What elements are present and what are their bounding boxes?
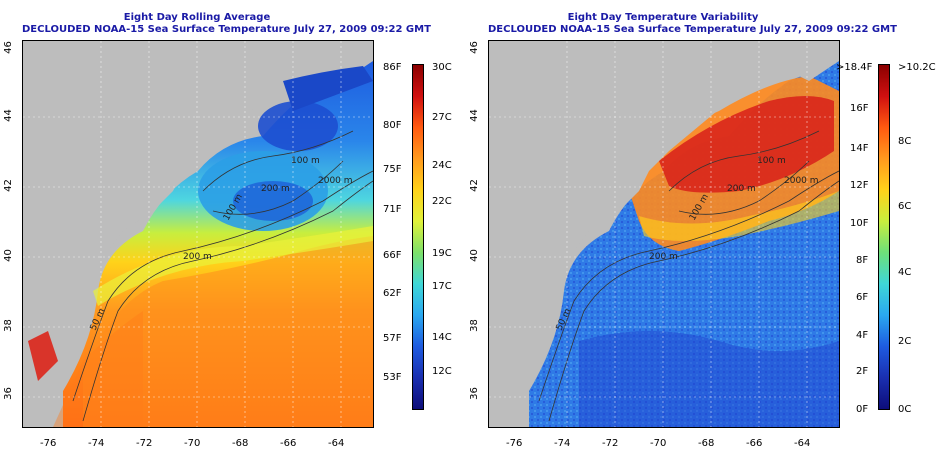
right-x-tick: -72	[602, 438, 619, 449]
right-title-line1: Eight Day Temperature Variability	[567, 12, 759, 23]
left-cb-f: 53F	[383, 372, 402, 383]
left-x-tick: -72	[136, 438, 153, 449]
right-cb-f: 10F	[850, 218, 869, 229]
left-contour-label: 200 m	[183, 252, 212, 262]
right-cb-c: 6C	[898, 201, 912, 212]
left-x-tick: -66	[280, 438, 297, 449]
left-contour-label: 100 m	[291, 156, 320, 166]
left-title-line1: Eight Day Rolling Average	[123, 12, 271, 23]
left-cb-c: 12C	[432, 366, 452, 377]
left-contour-label: 200 m	[261, 184, 290, 194]
right-cb-f: 2F	[856, 366, 869, 377]
left-cb-f: 66F	[383, 250, 402, 261]
left-map: 100 m 200 m 2000 m 200 m 50 m 100 m	[22, 40, 374, 428]
left-x-tick: -64	[328, 438, 345, 449]
left-cb-c: 14C	[432, 332, 452, 343]
right-cb-f: 0F	[856, 404, 869, 415]
left-colorbar	[412, 64, 424, 410]
right-cb-f: 16F	[850, 103, 869, 114]
left-cb-f: 71F	[383, 204, 402, 215]
right-x-tick: -76	[506, 438, 523, 449]
left-cb-c: 30C	[432, 62, 452, 73]
right-contour-label: 200 m	[727, 184, 756, 194]
right-cb-f: 8F	[856, 255, 869, 266]
right-y-tick: 42	[468, 179, 480, 192]
left-cb-f: 62F	[383, 288, 402, 299]
right-title-line2: DECLOUDED NOAA-15 Sea Surface Temperatur…	[488, 24, 897, 35]
right-variability-map: 100 m 200 m 2000 m 200 m 50 m 100 m	[489, 41, 839, 427]
right-cb-c: 2C	[898, 336, 912, 347]
left-sst-map: 100 m 200 m 2000 m 200 m 50 m 100 m	[23, 41, 373, 427]
left-x-tick: -68	[232, 438, 249, 449]
right-y-tick: 38	[468, 319, 480, 332]
right-cb-f: 4F	[856, 330, 869, 341]
right-cb-c: >10.2C	[898, 62, 936, 73]
left-cb-f: 57F	[383, 333, 402, 344]
left-contour-label: 2000 m	[318, 176, 353, 186]
left-x-tick: -70	[184, 438, 201, 449]
left-cb-c: 24C	[432, 160, 452, 171]
right-y-tick: 36	[468, 387, 480, 400]
right-contour-label: 100 m	[757, 156, 786, 166]
right-cb-c: 4C	[898, 267, 912, 278]
left-x-tick: -74	[88, 438, 105, 449]
right-cb-c: 8C	[898, 136, 912, 147]
right-map: 100 m 200 m 2000 m 200 m 50 m 100 m	[488, 40, 840, 428]
left-cb-f: 75F	[383, 164, 402, 175]
right-x-tick: -64	[794, 438, 811, 449]
right-colorbar	[878, 64, 890, 410]
left-cb-c: 27C	[432, 112, 452, 123]
right-y-tick: 46	[468, 41, 480, 54]
right-y-tick: 40	[468, 249, 480, 262]
right-cb-f: 14F	[850, 143, 869, 154]
left-title-line2: DECLOUDED NOAA-15 Sea Surface Temperatur…	[22, 24, 431, 35]
right-contour-label: 2000 m	[784, 176, 819, 186]
left-isobaths	[72, 130, 373, 422]
right-cb-f: >18.4F	[836, 62, 873, 73]
left-cb-f: 86F	[383, 62, 402, 73]
left-cb-c: 19C	[432, 248, 452, 259]
right-x-tick: -66	[746, 438, 763, 449]
left-cb-c: 22C	[432, 196, 452, 207]
right-x-tick: -70	[650, 438, 667, 449]
right-x-tick: -68	[698, 438, 715, 449]
left-cb-f: 80F	[383, 120, 402, 131]
right-gridlines	[489, 41, 839, 427]
left-gridlines	[23, 41, 373, 427]
right-cb-c: 0C	[898, 404, 912, 415]
right-contour-label: 200 m	[649, 252, 678, 262]
left-x-tick: -76	[40, 438, 57, 449]
right-x-tick: -74	[554, 438, 571, 449]
left-cb-c: 17C	[432, 281, 452, 292]
right-y-tick: 44	[468, 109, 480, 122]
right-cb-f: 12F	[850, 180, 869, 191]
right-cb-f: 6F	[856, 292, 869, 303]
right-isobaths	[538, 130, 839, 422]
